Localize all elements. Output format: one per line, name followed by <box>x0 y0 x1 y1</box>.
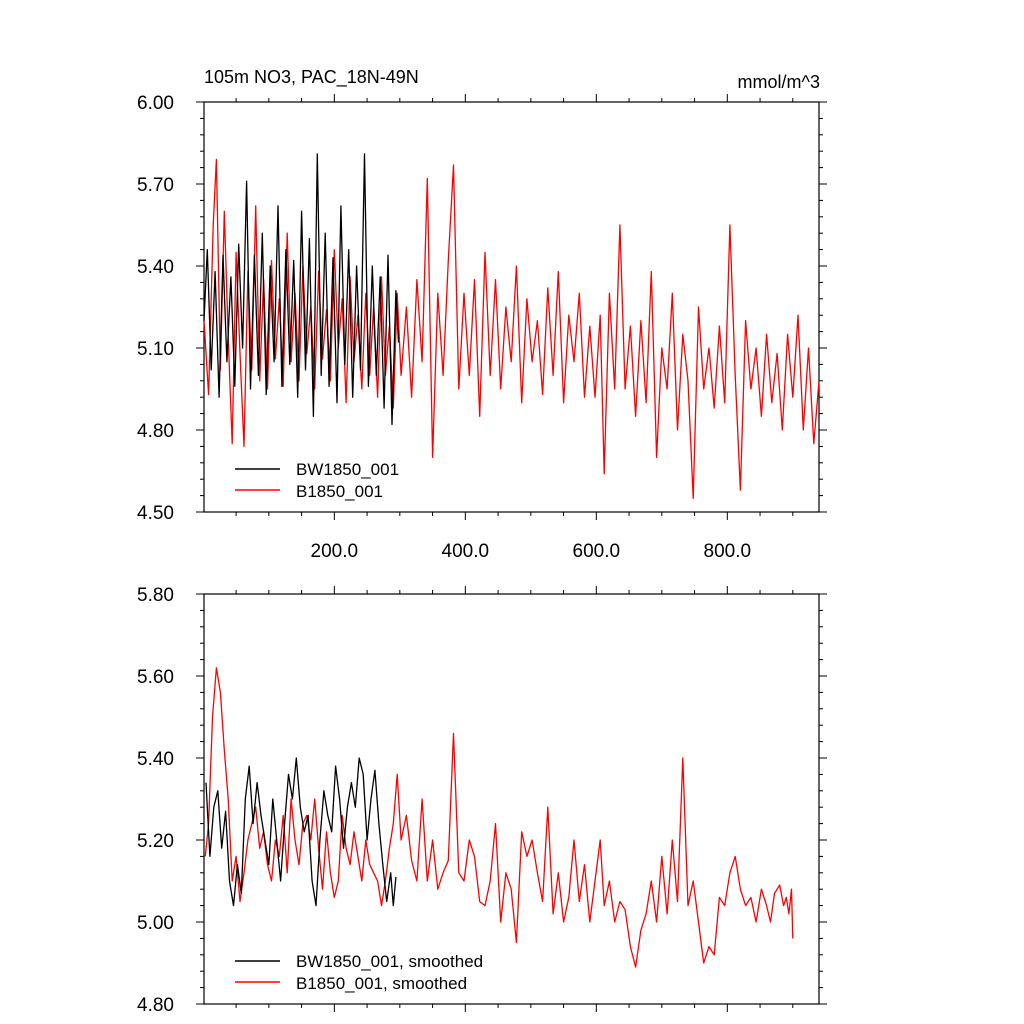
series-lines-bottom <box>204 667 794 968</box>
legend-top: BW1850_001 B1850_001 <box>235 460 399 501</box>
tick-marks-top <box>196 94 827 520</box>
y-tick-label: 5.60 <box>137 667 174 688</box>
panel-top: 105m NO3, PAC_18N-49N mmol/m^3 4.50 4.80 5… <box>137 67 827 562</box>
legend-label-b1850-smoothed: B1850_001, smoothed <box>296 974 467 993</box>
y-tick-label: 4.50 <box>137 503 174 524</box>
y-tick-label: 5.10 <box>137 339 174 360</box>
y-tick-label: 5.40 <box>137 257 174 278</box>
x-tick-label: 200.0 <box>311 541 359 562</box>
series-line-bw1850-001-smoothed <box>205 757 397 907</box>
x-tick-label: 400.0 <box>442 541 490 562</box>
series-line-b1850-001-smoothed <box>204 667 794 968</box>
series-lines-top <box>203 153 820 499</box>
y-tick-labels-top: 4.50 4.80 5.10 5.40 5.70 6.00 <box>137 93 174 524</box>
plot-frame-bottom <box>203 593 820 1005</box>
y-tick-label: 4.80 <box>137 995 174 1016</box>
x-tick-labels-top: 200.0 400.0 600.0 800.0 <box>311 541 752 562</box>
y-tick-labels-bottom: 4.80 5.00 5.20 5.40 5.60 5.80 <box>137 585 174 1016</box>
tick-marks-bottom <box>196 586 827 1012</box>
y-tick-label: 5.20 <box>137 831 174 852</box>
chart-title: 105m NO3, PAC_18N-49N <box>204 67 419 88</box>
series-line-bw1850-001 <box>203 153 400 426</box>
legend-bottom: BW1850_001, smoothed B1850_001, smoothed <box>235 952 483 993</box>
y-tick-label: 4.80 <box>137 421 174 442</box>
legend-label-bw1850-smoothed: BW1850_001, smoothed <box>296 952 483 971</box>
x-tick-label: 600.0 <box>573 541 621 562</box>
legend-label-bw1850: BW1850_001 <box>296 460 399 479</box>
legend-label-b1850: B1850_001 <box>296 482 383 501</box>
y-tick-label: 5.40 <box>137 749 174 770</box>
units-label: mmol/m^3 <box>738 72 820 92</box>
y-tick-label: 6.00 <box>137 93 174 114</box>
y-tick-label: 5.00 <box>137 913 174 934</box>
y-tick-label: 5.70 <box>137 175 174 196</box>
series-line-b1850-001 <box>203 158 820 499</box>
y-tick-label: 5.80 <box>137 585 174 606</box>
panel-bottom: 4.80 5.00 5.20 5.40 5.60 5.80 BW1850_001, smo… <box>137 585 827 1016</box>
x-tick-label: 800.0 <box>704 541 752 562</box>
